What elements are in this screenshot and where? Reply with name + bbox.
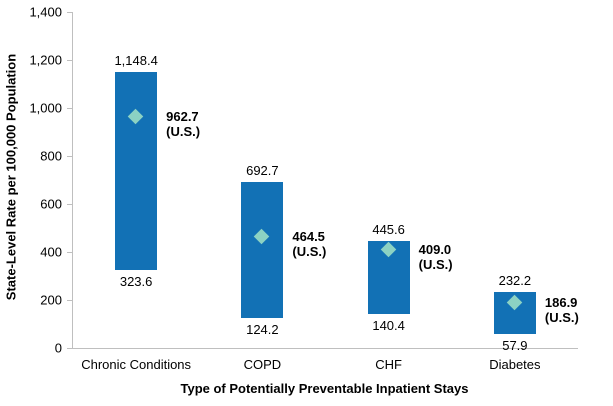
y-tick-mark [67, 347, 72, 349]
y-tick-label: 200 [40, 292, 62, 308]
y-tick-label: 800 [40, 148, 62, 164]
x-axis-title: Type of Potentially Preventable Inpatien… [180, 381, 469, 396]
category-label: COPD [243, 357, 282, 372]
y-tick-label: 1,200 [29, 52, 62, 68]
y-tick-mark [67, 203, 72, 205]
us-rate-value: 186.9 [544, 295, 578, 311]
min-value-label: 140.4 [372, 318, 405, 334]
y-tick-label: 0 [54, 340, 62, 356]
min-value-label: 57.9 [502, 338, 528, 354]
us-rate-label: 464.5 (U.S.) [292, 229, 326, 259]
category-label: Chronic Conditions [81, 357, 192, 372]
y-tick-label: 600 [40, 196, 62, 212]
range-bar [115, 72, 158, 271]
y-tick-label: 1,400 [29, 4, 62, 20]
y-tick-mark [67, 11, 72, 13]
range-bar [241, 181, 284, 319]
y-tick-mark [67, 155, 72, 157]
us-rate-label: 409.0 (U.S.) [419, 242, 453, 272]
y-tick-label: 1,000 [29, 100, 62, 116]
max-value-label: 445.6 [372, 222, 405, 238]
max-value-label: 232.2 [498, 273, 532, 289]
us-rate-value: 464.5 [292, 228, 325, 244]
us-rate-suffix: (U.S.) [544, 310, 579, 326]
min-value-label: 323.6 [119, 274, 153, 290]
us-rate-value: 409.0 [418, 241, 452, 257]
plot-area: 0 200 400 600 800 1,000 1,200 1,400 1,148.4 323.6… [29, 5, 579, 373]
y-tick-label: 400 [40, 244, 62, 260]
us-rate-suffix: (U.S.) [418, 256, 453, 272]
y-tick-mark [67, 299, 72, 301]
y-tick-mark [67, 107, 72, 109]
category-label: CHF [375, 357, 402, 372]
y-tick-mark [67, 59, 72, 61]
us-rate-label: 186.9 (U.S.) [545, 295, 579, 325]
us-rate-value: 962.7 [166, 108, 199, 124]
category-label: Diabetes [489, 357, 541, 372]
us-rate-suffix: (U.S.) [166, 123, 201, 139]
min-value-label: 124.2 [246, 322, 279, 338]
y-axis-title: State-Level Rate per 100,000 Population [3, 53, 19, 301]
us-rate-suffix: (U.S.) [292, 243, 327, 259]
y-tick-mark [67, 251, 72, 253]
us-rate-label: 962.7 (U.S.) [166, 109, 200, 139]
max-value-label: 1,148.4 [114, 53, 158, 69]
max-value-label: 692.7 [246, 162, 279, 178]
